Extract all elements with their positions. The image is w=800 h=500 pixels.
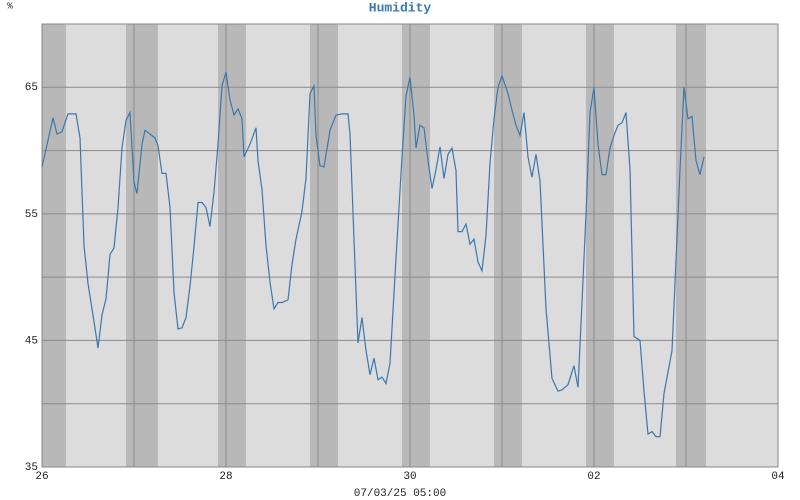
y-axis-label: % — [7, 1, 13, 11]
y-tick-label: 65 — [25, 82, 38, 94]
x-tick-label: 04 — [771, 471, 785, 483]
y-tick-label: 55 — [25, 209, 38, 221]
data-line — [41, 71, 705, 438]
y-tick-label: 45 — [25, 335, 38, 347]
x-axis-label: 07/03/25 05:00 — [354, 488, 446, 500]
x-tick-label: 28 — [219, 471, 232, 483]
x-tick-label: 30 — [403, 471, 416, 483]
y-tick-label: 35 — [25, 462, 38, 474]
night-band — [125, 24, 158, 467]
night-band — [585, 24, 614, 467]
x-tick-label: 02 — [587, 471, 600, 483]
night-band — [493, 24, 522, 467]
plot-frame — [41, 23, 779, 468]
night-band — [401, 24, 430, 467]
chart-title: Humidity — [369, 0, 432, 15]
x-tick-label: 26 — [35, 471, 48, 483]
night-band — [675, 24, 706, 467]
night-band — [42, 24, 66, 467]
night-band — [217, 24, 246, 467]
